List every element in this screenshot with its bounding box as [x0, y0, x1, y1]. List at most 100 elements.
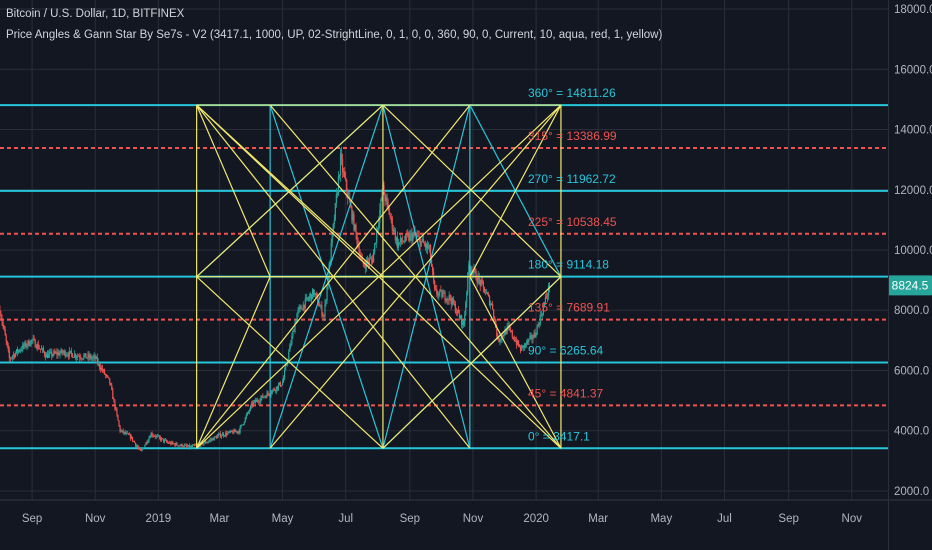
- candle-body: [472, 272, 474, 274]
- candle-body: [214, 436, 216, 438]
- price-tick-label: 2000.0: [894, 486, 929, 498]
- candle-body: [86, 357, 88, 359]
- time-tick-label: Mar: [210, 513, 230, 525]
- candle-body: [68, 350, 70, 357]
- candle-body: [445, 300, 447, 302]
- candle-body: [24, 342, 26, 347]
- candle-body: [394, 230, 396, 241]
- candle-body: [0, 314, 2, 318]
- candle-body: [358, 245, 360, 255]
- candle-body: [32, 338, 34, 340]
- gann-star-line: [196, 104, 384, 278]
- candle-body: [176, 443, 178, 446]
- candle-body: [247, 411, 249, 413]
- candle-body: [246, 412, 248, 416]
- candle-body: [158, 435, 160, 438]
- candle-body: [436, 289, 438, 295]
- candle-body: [500, 338, 502, 341]
- price-axis[interactable]: 2000.0 4000.0 6000.0 8000.0 10000.0 12000.0 14…: [894, 4, 932, 498]
- indicator-title[interactable]: Price Angles & Gann Star By Se7s - V2 (3…: [6, 29, 663, 41]
- candle-body: [291, 336, 293, 345]
- candle-body: [457, 309, 460, 314]
- candle-body: [368, 258, 371, 264]
- candle-body: [331, 234, 333, 244]
- candle-body: [65, 355, 67, 357]
- candle-body: [12, 354, 15, 357]
- candle-body: [539, 314, 541, 325]
- candle-body: [543, 302, 545, 307]
- candle-body: [235, 431, 237, 433]
- candle-body: [289, 345, 291, 352]
- candle-body: [403, 241, 405, 243]
- candle-body: [492, 304, 494, 310]
- candle-body: [18, 350, 20, 353]
- candle-body: [87, 354, 89, 358]
- candle-body: [39, 348, 41, 350]
- candle-body: [250, 403, 253, 407]
- gann-level-label: 45° = 4841.37: [528, 386, 604, 400]
- candle-body: [241, 424, 243, 426]
- candle-body: [91, 357, 93, 359]
- candle-body: [496, 327, 498, 337]
- candle-body: [171, 441, 173, 445]
- candle-body: [443, 292, 445, 294]
- candle-body: [499, 340, 501, 342]
- candle-body: [83, 355, 85, 359]
- candle-body: [19, 350, 21, 351]
- candle-body: [335, 194, 337, 204]
- candle-body: [93, 355, 95, 357]
- candle-body: [447, 298, 449, 300]
- price-scale-separator: [888, 0, 889, 550]
- candle-body: [243, 422, 245, 425]
- time-axis[interactable]: Sep Nov 2019 Mar May Jul Sep Nov 2020 Mar May Jul Se…: [22, 513, 862, 525]
- candle-body: [298, 307, 300, 310]
- candle-body: [137, 445, 139, 448]
- price-candles: [0, 146, 551, 452]
- candle-body: [370, 258, 373, 260]
- candle-body: [310, 294, 313, 300]
- candle-body: [502, 335, 504, 336]
- candle-body: [396, 237, 399, 248]
- time-tick-label: May: [272, 513, 294, 525]
- candle-body: [363, 264, 365, 266]
- candle-body: [34, 339, 36, 348]
- candle-body: [231, 430, 233, 432]
- time-tick-label: Jul: [338, 513, 353, 525]
- candle-body: [547, 285, 550, 296]
- candle-body: [317, 296, 319, 305]
- time-tick-label: May: [650, 513, 672, 525]
- candle-body: [393, 230, 395, 232]
- candle-body: [432, 266, 434, 272]
- candle-body: [133, 441, 136, 443]
- candle-body: [391, 217, 393, 229]
- candle-body: [326, 286, 328, 301]
- candle-body: [189, 446, 192, 448]
- candle-body: [161, 438, 164, 439]
- candle-body: [150, 433, 152, 438]
- symbol-title[interactable]: Bitcoin / U.S. Dollar, 1D, BITFINEX: [6, 8, 185, 20]
- candle-body: [339, 153, 342, 175]
- candle-body: [304, 298, 306, 309]
- candle-body: [6, 341, 8, 346]
- candle-body: [487, 294, 490, 297]
- candle-body: [430, 259, 433, 267]
- candle-body: [474, 268, 476, 272]
- time-tick-label: Sep: [778, 513, 798, 525]
- candle-body: [542, 306, 544, 315]
- candle-body: [219, 433, 222, 437]
- candle-body: [371, 259, 374, 263]
- candle-body: [282, 377, 285, 383]
- candle-body: [106, 375, 108, 376]
- candle-body: [230, 430, 232, 433]
- candle-body: [528, 338, 530, 342]
- gann-level-labels: 0° = 3417.1 45° = 4841.37 90° = 6265.64 135…: [528, 86, 617, 443]
- candle-body: [216, 435, 218, 439]
- gann-star: [196, 104, 562, 449]
- candle-body: [531, 335, 533, 340]
- candle-body: [81, 358, 83, 360]
- candle-body: [27, 340, 29, 346]
- candle-body: [458, 313, 461, 319]
- candle-body: [226, 432, 228, 435]
- candle-body: [341, 159, 344, 172]
